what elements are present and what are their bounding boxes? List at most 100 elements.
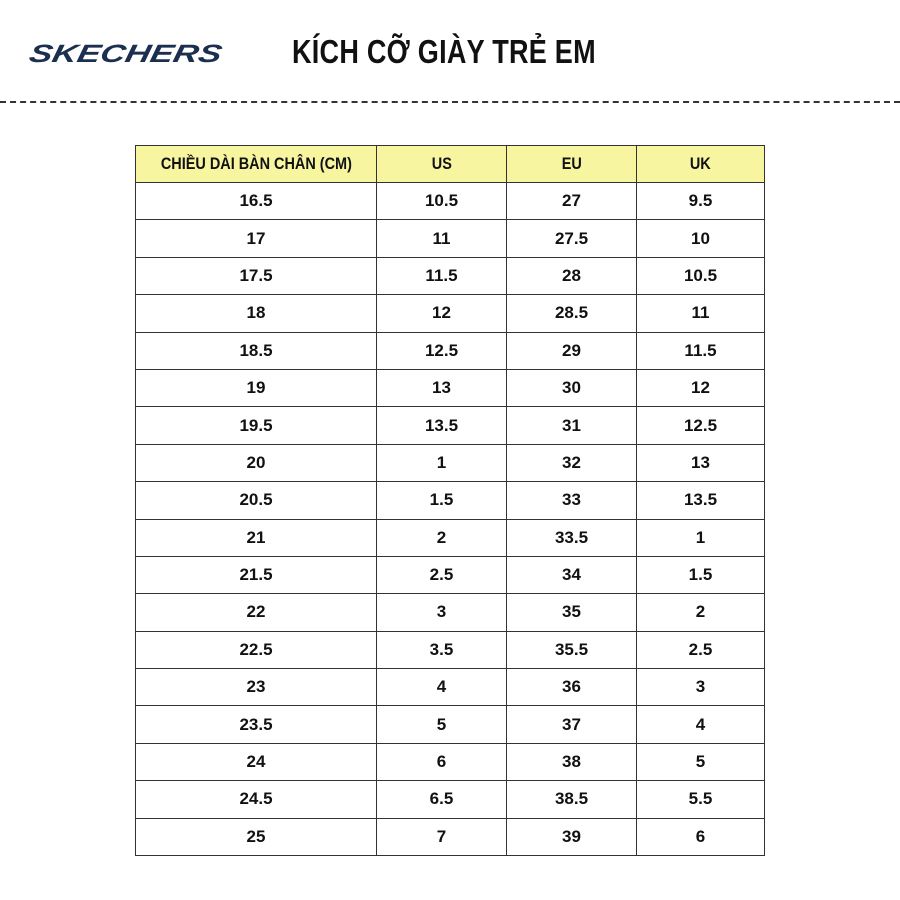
table-cell: 6	[376, 742, 507, 782]
table-cell: 4	[636, 705, 765, 744]
table-cell: 25	[135, 817, 377, 857]
table-cell: 33	[506, 481, 637, 520]
table-cell: 18	[135, 294, 377, 333]
table-cell: 10	[636, 219, 765, 258]
table-row: 21 2 33.5 1	[135, 518, 765, 557]
table-cell: 24.5	[135, 780, 377, 819]
table-cell: 1	[636, 518, 765, 557]
table-cell: 35.5	[506, 630, 637, 670]
table-cell: 23.5	[135, 705, 377, 744]
table-cell: 12	[376, 294, 507, 333]
table-cell: 3.5	[376, 630, 507, 670]
table-row: 21.5 2.5 34 1.5	[135, 555, 765, 595]
table-cell: 2	[376, 518, 507, 557]
dashed-divider	[0, 101, 900, 103]
table-cell: 22.5	[135, 630, 377, 670]
table-cell: 30	[506, 368, 637, 408]
table-cell: 35	[506, 593, 637, 632]
size-table: CHIỀU DÀI BÀN CHÂN (CM) US EU UK 16.5 10.5 27…	[135, 145, 765, 857]
table-row: 18 12 28.5 11	[135, 294, 765, 333]
table-cell: 10.5	[636, 256, 765, 296]
column-header: US	[376, 145, 507, 183]
table-cell: 16.5	[135, 181, 377, 221]
table-row: 16.5 10.5 27 9.5	[135, 181, 765, 221]
table-cell: 4	[376, 668, 507, 707]
table-cell: 13.5	[376, 406, 507, 445]
table-row: 19.5 13.5 31 12.5	[135, 406, 765, 445]
table-cell: 11	[376, 219, 507, 258]
table-cell: 3	[376, 593, 507, 632]
table-cell: 13	[376, 368, 507, 408]
table-row: 23.5 5 37 4	[135, 705, 765, 744]
table-cell: 39	[506, 817, 637, 857]
table-row: 18.5 12.5 29 11.5	[135, 331, 765, 370]
table-cell: 29	[506, 331, 637, 370]
table-cell: 17	[135, 219, 377, 258]
svg-text:SKECHERS: SKECHERS	[27, 40, 225, 68]
table-cell: 24	[135, 742, 377, 782]
table-row: 24.5 6.5 38.5 5.5	[135, 780, 765, 819]
table-cell: 34	[506, 555, 637, 595]
table-row: 23 4 36 3	[135, 668, 765, 707]
table-cell: 11.5	[376, 256, 507, 296]
table-cell: 36	[506, 668, 637, 707]
column-header-label: EU	[561, 154, 582, 173]
table-header-row: CHIỀU DÀI BÀN CHÂN (CM) US EU UK	[135, 145, 765, 183]
table-cell: 12.5	[376, 331, 507, 370]
table-cell: 17.5	[135, 256, 377, 296]
table-cell: 5	[376, 705, 507, 744]
table-cell: 27.5	[506, 219, 637, 258]
table-cell: 1.5	[376, 481, 507, 520]
column-header: EU	[506, 145, 637, 183]
table-row: 17.5 11.5 28 10.5	[135, 256, 765, 296]
table-row: 19 13 30 12	[135, 368, 765, 408]
table-cell: 20.5	[135, 481, 377, 520]
table-cell: 12	[636, 368, 765, 408]
table-row: 24 6 38 5	[135, 742, 765, 782]
column-header-label: CHIỀU DÀI BÀN CHÂN (CM)	[160, 154, 352, 173]
table-row: 25 7 39 6	[135, 817, 765, 857]
table-row: 17 11 27.5 10	[135, 219, 765, 258]
table-row: 20.5 1.5 33 13.5	[135, 481, 765, 520]
table-cell: 2.5	[376, 555, 507, 595]
table-cell: 22	[135, 593, 377, 632]
table-cell: 9.5	[636, 181, 765, 221]
table-cell: 10.5	[376, 181, 507, 221]
table-cell: 38.5	[506, 780, 637, 819]
table-cell: 7	[376, 817, 507, 857]
table-cell: 1.5	[636, 555, 765, 595]
table-cell: 6	[636, 817, 765, 857]
table-cell: 11	[636, 294, 765, 333]
table-cell: 3	[636, 668, 765, 707]
table-cell: 2	[636, 593, 765, 632]
table-cell: 31	[506, 406, 637, 445]
skechers-logo: SKECHERS	[26, 38, 226, 68]
table-cell: 23	[135, 668, 377, 707]
table-cell: 18.5	[135, 331, 377, 370]
page-title: KÍCH CỠ GIÀY TRẺ EM	[292, 33, 596, 70]
column-header-label: US	[431, 154, 452, 173]
table-cell: 20	[135, 443, 377, 483]
table-cell: 38	[506, 742, 637, 782]
table-row: 22.5 3.5 35.5 2.5	[135, 630, 765, 670]
table-cell: 21.5	[135, 555, 377, 595]
table-cell: 33.5	[506, 518, 637, 557]
column-header: CHIỀU DÀI BÀN CHÂN (CM)	[135, 145, 377, 183]
table-cell: 37	[506, 705, 637, 744]
table-cell: 27	[506, 181, 637, 221]
table-row: 22 3 35 2	[135, 593, 765, 632]
column-header: UK	[636, 145, 765, 183]
table-cell: 13	[636, 443, 765, 483]
table-cell: 12.5	[636, 406, 765, 445]
table-cell: 5	[636, 742, 765, 782]
table-row: 20 1 32 13	[135, 443, 765, 483]
table-cell: 13.5	[636, 481, 765, 520]
table-cell: 32	[506, 443, 637, 483]
table-cell: 28	[506, 256, 637, 296]
table-cell: 19	[135, 368, 377, 408]
table-cell: 6.5	[376, 780, 507, 819]
column-header-label: UK	[690, 154, 711, 173]
table-cell: 11.5	[636, 331, 765, 370]
table-cell: 5.5	[636, 780, 765, 819]
table-cell: 2.5	[636, 630, 765, 670]
